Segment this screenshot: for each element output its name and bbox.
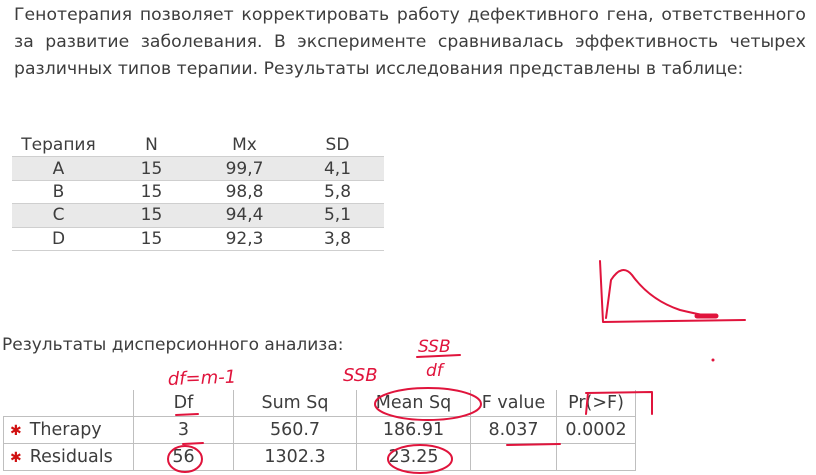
table-header-row: Df Sum Sq Mean Sq F value Pr(>F) <box>3 390 636 417</box>
sketch-f-distribution-curve <box>605 269 717 319</box>
table-cell: 15 <box>105 226 198 251</box>
annotation-fraction-bar <box>416 354 461 358</box>
table-cell: B <box>12 179 105 204</box>
row-label: ✱ Therapy <box>3 416 134 444</box>
table-cell: 92,3 <box>198 226 291 251</box>
header-empty <box>3 390 134 417</box>
header-mx: Mx <box>198 134 291 157</box>
asterisk-icon: ✱ <box>10 450 22 466</box>
table-row: C 15 94,4 5,1 <box>12 203 384 228</box>
annotation-fraction-numerator: SSB <box>418 337 451 357</box>
table-row: ✱ Therapy 3 560.7 186.91 8.037 0.0002 <box>3 416 636 444</box>
anova-table: Df Sum Sq Mean Sq F value Pr(>F) ✱ Therap… <box>3 390 636 471</box>
intro-paragraph: Генотерапия позволяет корректировать раб… <box>14 5 806 79</box>
table-cell: 186.91 <box>356 416 471 444</box>
table-cell: 5,1 <box>291 203 384 228</box>
annotation-fraction-denominator: df <box>426 361 446 381</box>
header-n: N <box>105 134 198 157</box>
anova-title: Результаты дисперсионного анализа: <box>2 335 344 355</box>
table-cell: 3,8 <box>291 226 384 251</box>
table-cell: 15 <box>105 156 198 181</box>
table-cell: 560.7 <box>233 416 357 444</box>
asterisk-icon: ✱ <box>10 423 22 439</box>
table-cell: 3 <box>133 416 234 444</box>
annotation-ssb: SSB <box>343 365 378 386</box>
header-pr-f: Pr(>F) <box>556 390 636 417</box>
header-therapy: Терапия <box>12 134 105 157</box>
row-label-text: Therapy <box>29 420 102 440</box>
header-sd: SD <box>291 134 384 157</box>
header-sum-sq: Sum Sq <box>233 390 357 417</box>
table-cell: 8.037 <box>470 416 557 444</box>
table-cell: D <box>12 226 105 251</box>
table-cell: 4,1 <box>291 156 384 181</box>
header-df: Df <box>133 390 234 417</box>
row-label-text: Residuals <box>29 447 113 467</box>
sketch-f-distribution-axes <box>599 260 746 323</box>
table-cell: 5,8 <box>291 179 384 204</box>
sketch-dot <box>711 358 715 362</box>
table-row: A 15 99,7 4,1 <box>12 156 384 181</box>
table-cell: 98,8 <box>198 179 291 204</box>
header-f-value: F value <box>470 390 557 417</box>
table-cell: 99,7 <box>198 156 291 181</box>
table-cell: A <box>12 156 105 181</box>
row-label: ✱ Residuals <box>3 443 134 471</box>
table-row: ✱ Residuals 56 1302.3 23.25 <box>3 443 636 471</box>
table-cell: 94,4 <box>198 203 291 228</box>
annotation-df-formula: df=m-1 <box>167 367 236 390</box>
table-cell: 0.0002 <box>556 416 636 444</box>
header-mean-sq: Mean Sq <box>356 390 471 417</box>
table-cell: 1302.3 <box>233 443 357 471</box>
table-cell: C <box>12 203 105 228</box>
table-row: B 15 98,8 5,8 <box>12 179 384 204</box>
table-cell: 23.25 <box>356 443 471 471</box>
table-cell: 15 <box>105 179 198 204</box>
table-cell <box>470 443 557 471</box>
table-cell <box>556 443 636 471</box>
therapy-table: Терапия N Mx SD A 15 99,7 4,1 B 15 98,8 … <box>12 134 384 251</box>
table-header-row: Терапия N Mx SD <box>12 134 384 157</box>
table-cell: 56 <box>133 443 234 471</box>
table-cell: 15 <box>105 203 198 228</box>
table-row: D 15 92,3 3,8 <box>12 226 384 251</box>
